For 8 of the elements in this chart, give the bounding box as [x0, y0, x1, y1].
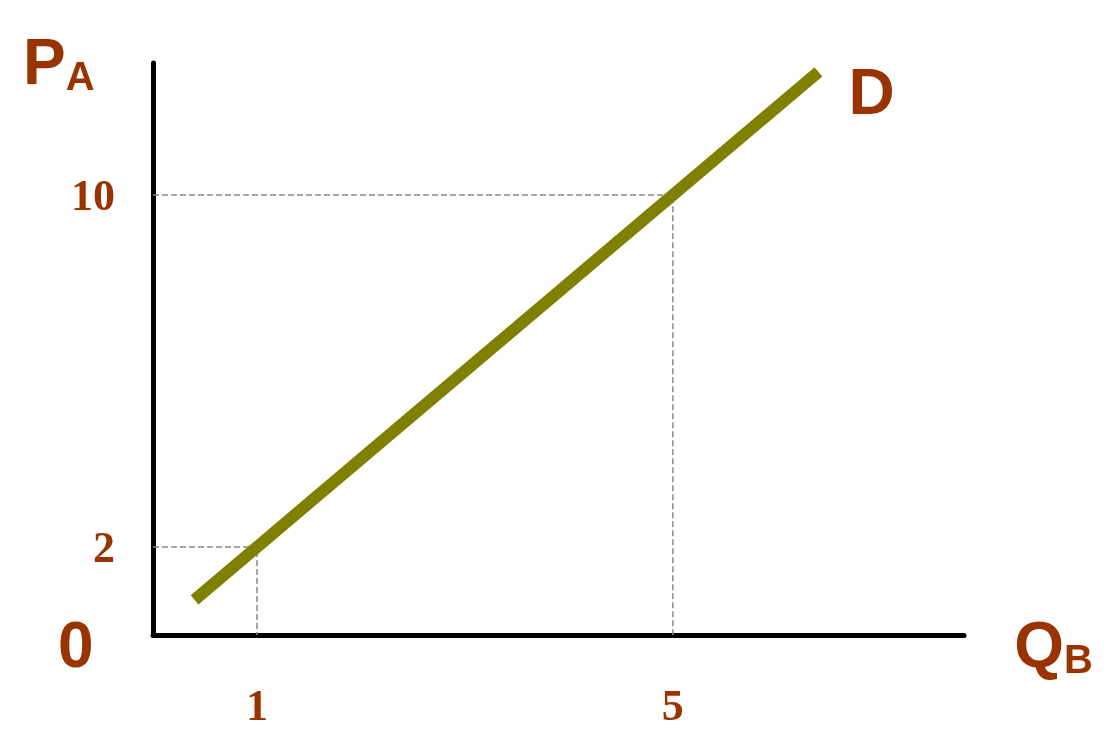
y-tick-label: 10 — [71, 170, 115, 220]
x-tick-label: 1 — [245, 680, 268, 730]
y-axis-title: PA — [23, 26, 95, 98]
series-label: D — [848, 55, 895, 128]
x-axis-title: QB — [1014, 609, 1093, 681]
y-tick-label: 2 — [93, 522, 115, 572]
x-tick-label: 5 — [661, 680, 684, 730]
text: 0 — [58, 609, 94, 681]
